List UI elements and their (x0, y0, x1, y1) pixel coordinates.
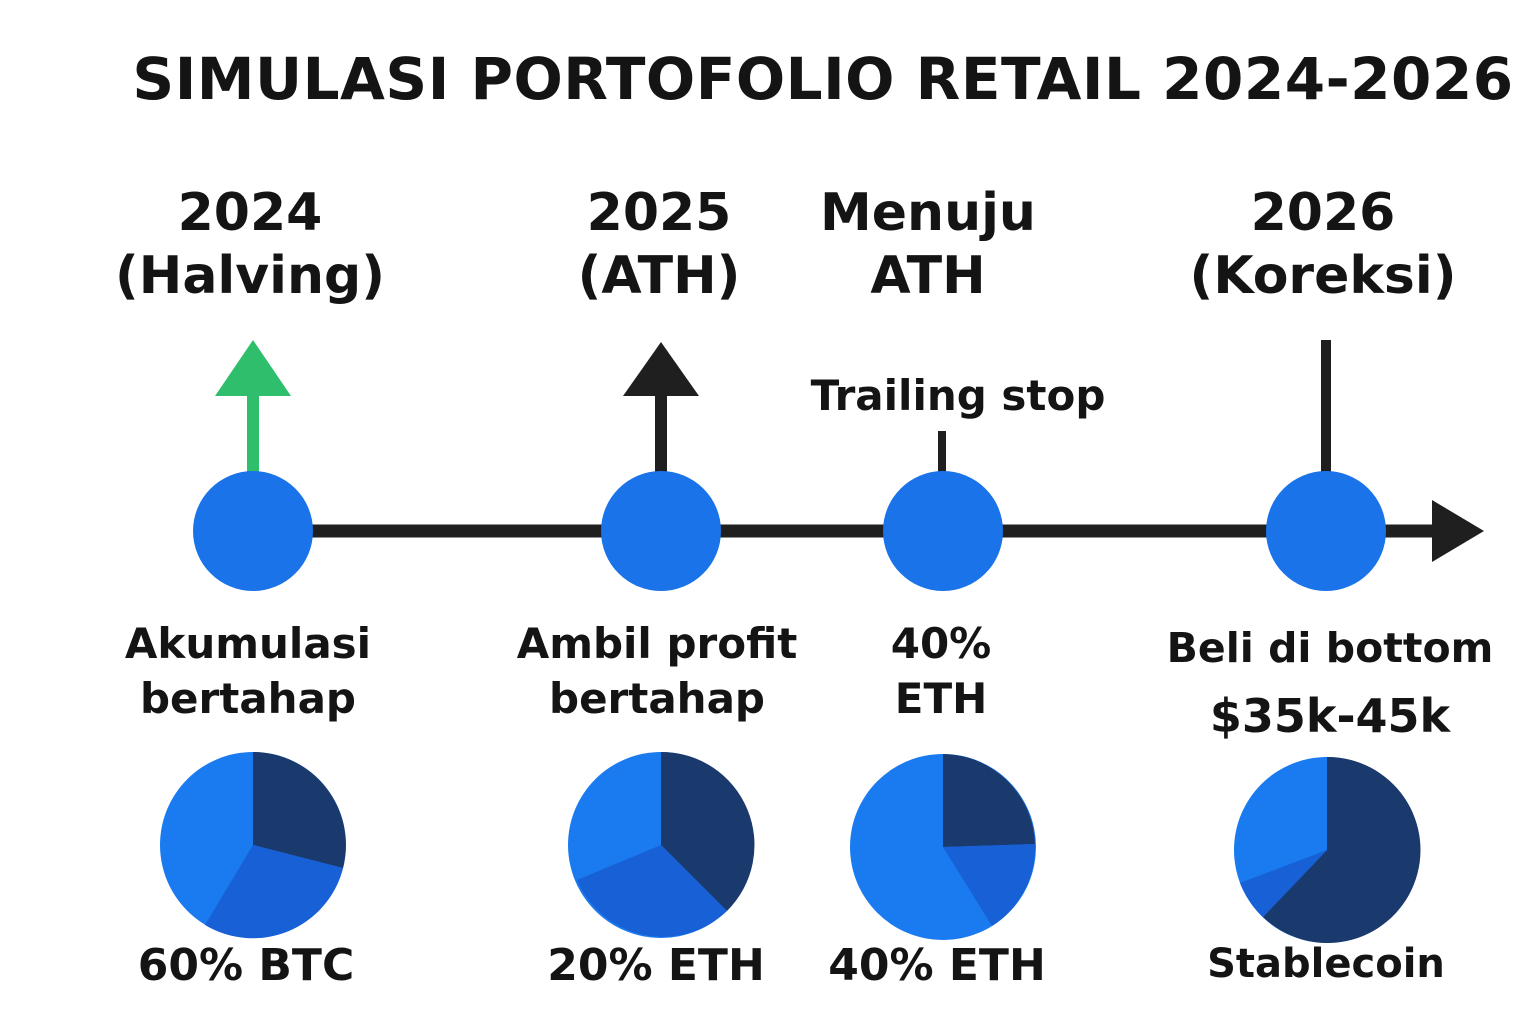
node-menuju-ath (883, 471, 1003, 591)
pie-slice-mid (205, 845, 343, 939)
node-2025 (601, 471, 721, 591)
pie-slice-dark (661, 751, 755, 911)
note-line-2: ETH (894, 673, 988, 723)
phase-2025-heading: 2025 (ATH) (578, 182, 741, 309)
pie-chart-2024 (160, 752, 346, 939)
phase-2024-heading: 2024 (Halving) (115, 182, 385, 309)
pie-slice-mid (943, 844, 1036, 926)
pie-slice-dark (1263, 756, 1421, 943)
pie-chart-2025 (568, 751, 755, 938)
note-akumulasi: Akumulasi bertahap (125, 617, 371, 726)
note-beli-bottom: Beli di bottom $35k-45k (1167, 617, 1494, 752)
heading-line-2: ATH (870, 246, 986, 307)
heading-line-year: 2025 (586, 183, 732, 243)
note-line-1: Ambil profit (516, 619, 798, 668)
black-up-arrow (623, 342, 699, 472)
label-stablecoin: Stablecoin (1207, 941, 1445, 987)
pie-chart-menuju-ath (850, 754, 1036, 940)
note-ambil-profit: Ambil profit bertahap (517, 617, 798, 726)
heading-line-1: Menuju (820, 183, 1036, 243)
page-title: SIMULASI PORTOFOLIO RETAIL 2024-2026 (132, 45, 1514, 113)
note-line-2: bertahap (139, 673, 356, 723)
pie-slice-dark (253, 752, 346, 868)
trailing-stop-label: Trailing stop (810, 371, 1106, 420)
label-40-eth: 40% ETH (828, 940, 1046, 991)
green-up-arrow (215, 340, 291, 480)
pie-slice-dark (943, 754, 1035, 847)
heading-line-year: 2026 (1250, 183, 1396, 243)
label-60-btc: 60% BTC (137, 940, 355, 991)
node-2024 (193, 471, 313, 591)
label-20-eth: 20% ETH (547, 940, 765, 991)
note-line-1: Beli di bottom (1166, 624, 1494, 672)
heading-line-event: (ATH) (577, 246, 741, 307)
phase-2026-heading: 2026 (Koreksi) (1190, 182, 1457, 309)
note-line-1: 40% (890, 619, 992, 668)
note-line-2: bertahap (549, 673, 765, 723)
heading-line-event: (Koreksi) (1189, 246, 1457, 307)
note-line-2: $35k-45k (1209, 688, 1451, 743)
phase-menuju-ath-heading: Menuju ATH (820, 182, 1036, 309)
note-40-eth: 40% ETH (891, 617, 992, 726)
pie-slice-mid (1240, 850, 1327, 917)
timeline-arrowhead (1432, 500, 1484, 562)
heading-line-year: 2024 (177, 183, 323, 243)
note-line-1: Akumulasi (124, 619, 372, 668)
pie-slice-mid (577, 845, 727, 937)
pie-chart-2026 (1234, 756, 1421, 943)
heading-line-event: (Halving) (115, 246, 385, 307)
node-2026 (1266, 471, 1386, 591)
